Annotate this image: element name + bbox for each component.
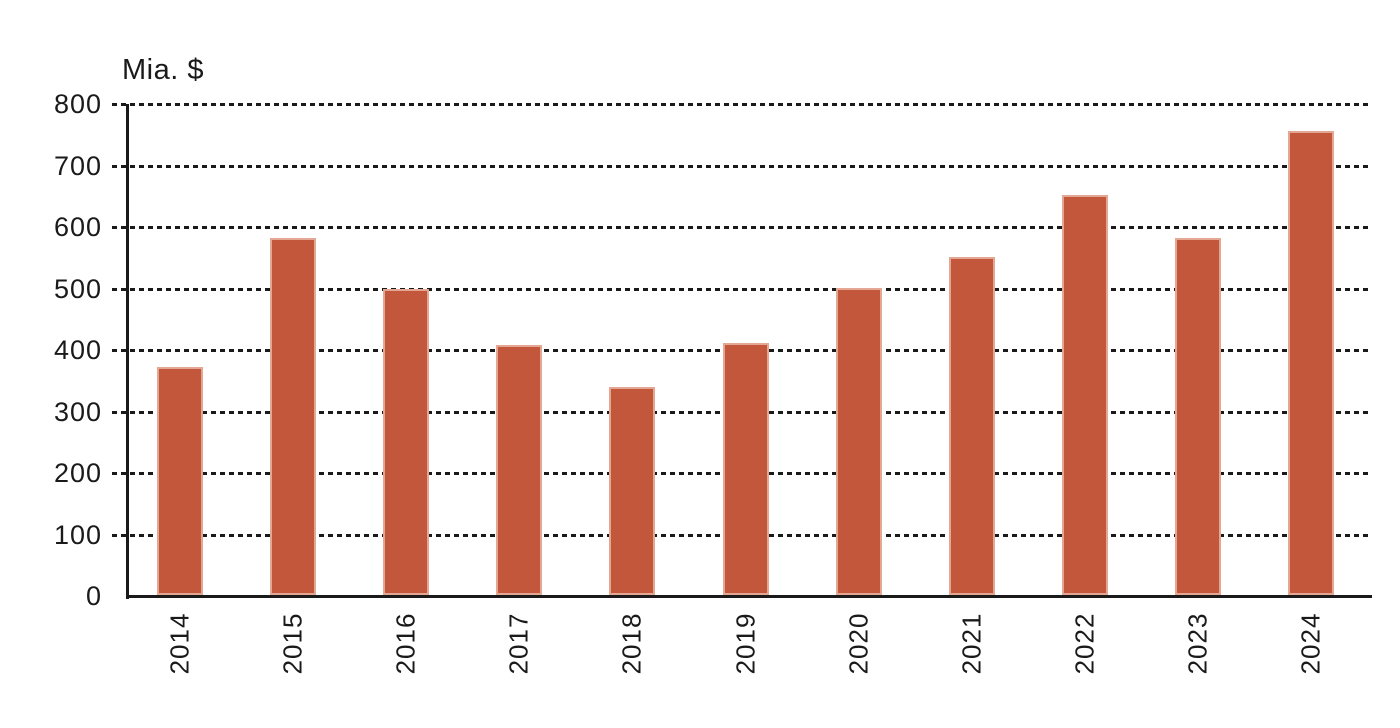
x-tick-text-2014: 2014	[164, 612, 195, 674]
x-tick-label-2018: 2018	[587, 602, 677, 684]
x-tick-text-2015: 2015	[277, 612, 308, 674]
y-tick-label-500: 500	[53, 273, 102, 304]
x-tick-label-2021: 2021	[927, 602, 1017, 684]
bar-2018	[609, 387, 656, 595]
y-tick-label-300: 300	[53, 396, 102, 427]
x-tick-label-2015: 2015	[248, 602, 338, 684]
x-tick-label-2019: 2019	[701, 602, 791, 684]
x-tick-label-2024: 2024	[1266, 602, 1356, 684]
bar-2019	[722, 343, 769, 595]
x-tick-label-2023: 2023	[1153, 602, 1243, 684]
x-tick-label-2016: 2016	[361, 602, 451, 684]
x-tick-text-2023: 2023	[1182, 612, 1213, 674]
bar-2023	[1174, 238, 1221, 595]
y-tick-label-400: 400	[53, 335, 102, 365]
bar-2017	[496, 344, 543, 595]
x-tick-text-2022: 2022	[1069, 612, 1100, 674]
y-axis-title: Mia. $	[122, 54, 204, 86]
bar-2015	[270, 238, 317, 595]
x-tick-text-2020: 2020	[843, 612, 874, 674]
x-tick-label-2022: 2022	[1040, 602, 1130, 684]
bar-2020	[835, 288, 882, 595]
bar-2024	[1287, 130, 1334, 595]
y-tick-label-0: 0	[85, 581, 102, 611]
gridline-600	[112, 226, 1372, 229]
y-tick-label-100: 100	[53, 519, 102, 550]
x-tick-text-2021: 2021	[956, 612, 987, 674]
x-tick-label-2017: 2017	[474, 602, 564, 684]
x-axis-line	[126, 595, 1372, 598]
x-tick-text-2018: 2018	[616, 612, 647, 674]
x-tick-text-2019: 2019	[730, 612, 760, 674]
gridline-700	[112, 164, 1372, 168]
bar-2014	[157, 367, 204, 595]
gridline-800	[112, 103, 1372, 106]
x-tick-label-2014: 2014	[135, 602, 225, 684]
bar-2021	[948, 256, 995, 595]
x-tick-label-2020: 2020	[814, 602, 904, 684]
gridline-500	[112, 287, 1372, 291]
bar-2022	[1061, 194, 1108, 595]
bar-2016	[383, 289, 430, 595]
y-tick-label-700: 700	[53, 150, 102, 181]
y-tick-label-200: 200	[53, 458, 102, 488]
y-axis-line	[126, 104, 129, 599]
x-tick-text-2024: 2024	[1295, 612, 1326, 674]
y-tick-label-600: 600	[53, 212, 102, 242]
x-tick-text-2017: 2017	[503, 612, 534, 674]
x-tick-text-2016: 2016	[390, 612, 421, 674]
y-tick-label-800: 800	[53, 89, 102, 119]
